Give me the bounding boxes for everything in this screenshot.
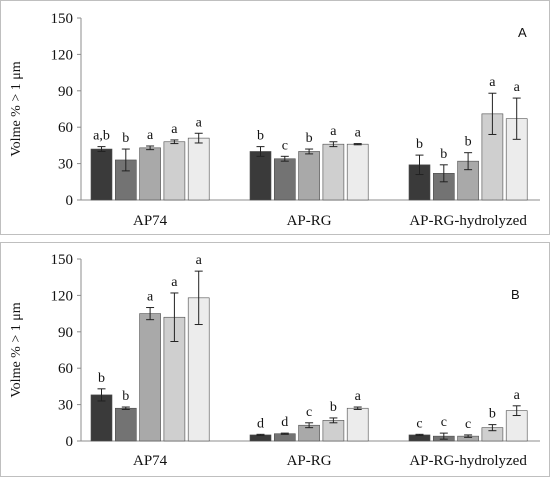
panel-a-y-tick-label: 120 xyxy=(51,47,74,63)
panel-b-label: B xyxy=(511,287,520,302)
panel-b-significance-letter: a xyxy=(171,275,178,290)
panel-b-y-tick-label: 60 xyxy=(58,361,73,377)
panel-a-y-tick-label: 60 xyxy=(58,120,73,136)
panel-a-significance-letter: a xyxy=(171,122,178,137)
panel-a-significance-letter: b xyxy=(257,129,264,144)
panel-a-bar xyxy=(322,143,345,201)
panel-b-y-tick-label: 0 xyxy=(66,434,74,450)
panel-b-significance-letter: c xyxy=(416,416,422,431)
panel-a-bar xyxy=(139,147,161,201)
panel-b-y-tick-label: 90 xyxy=(58,325,73,341)
panel-b-y-axis-label: Volme % > 1 μm xyxy=(9,302,24,397)
panel-a-significance-letter: a xyxy=(196,115,203,130)
panel-b-y-tick-label: 150 xyxy=(51,252,74,268)
panel-a-significance-letter: b xyxy=(465,135,472,150)
panel-b-significance-letter: d xyxy=(281,415,288,430)
panel-b: 0 30 60 90 120 150 Volme % > 1 μm Bb b a a a AP74 d d c… xyxy=(9,252,540,469)
panel-b-bar xyxy=(139,313,161,442)
panel-a-y-tick-label: 0 xyxy=(66,193,74,209)
panel-b-significance-letter: a xyxy=(355,389,362,404)
panel-a-significance-letter: b xyxy=(440,147,447,162)
panel-a-bar xyxy=(346,143,369,201)
panel-b-significance-letter: b xyxy=(330,400,337,415)
panel-a-significance-letter: b xyxy=(306,131,313,146)
panel-a-y-tick-label: 90 xyxy=(58,84,73,100)
panel-a-y-axis-label: Volme % > 1 μm xyxy=(9,61,24,156)
panel-b-y-tick-label: 120 xyxy=(51,288,74,304)
panel-b-bar xyxy=(90,394,113,442)
panel-a-bar xyxy=(273,158,296,201)
panel-a-bar xyxy=(249,151,272,201)
panel-b-bar xyxy=(346,407,369,442)
panel-a-label: A xyxy=(518,25,527,40)
panel-b-category-label: AP74 xyxy=(133,453,168,469)
panel-a: 0 30 60 90 120 150 Volme % > 1 μm Aa,b b a a a AP74 b… xyxy=(9,11,540,229)
panel-a-category-label: AP-RG xyxy=(287,213,332,229)
panel-b-significance-letter: d xyxy=(257,416,264,431)
panel-a-significance-letter: a xyxy=(355,126,362,141)
panel-a-significance-letter: a xyxy=(147,128,154,143)
panel-b-significance-letter: c xyxy=(306,405,312,420)
panel-b-significance-letter: b xyxy=(489,407,496,422)
panel-b-category-label: AP-RG xyxy=(287,453,332,469)
panel-a-bar xyxy=(90,148,113,201)
panel-b-bar xyxy=(115,407,137,442)
panel-b-significance-letter: b xyxy=(122,389,129,404)
panel-a-significance-letter: b xyxy=(416,137,423,152)
panel-a-y-tick-label: 30 xyxy=(58,157,73,173)
panel-b-significance-letter: b xyxy=(98,371,105,386)
panel-a-significance-letter: a,b xyxy=(93,129,110,144)
panel-a-category-label: AP-RG-hydrolyzed xyxy=(409,213,527,229)
panel-b-significance-letter: a xyxy=(514,388,521,403)
panel-b-significance-letter: a xyxy=(196,253,203,268)
panel-a-y-tick-label: 150 xyxy=(51,11,74,27)
panel-a-category-label: AP74 xyxy=(133,213,168,229)
panel-b-category-label: AP-RG-hydrolyzed xyxy=(409,453,527,469)
panel-b-y-tick-label: 30 xyxy=(58,398,73,414)
panel-b-significance-letter: c xyxy=(441,415,447,430)
panel-b-bar xyxy=(322,420,345,442)
panel-b-significance-letter: c xyxy=(465,417,471,432)
panel-b-significance-letter: a xyxy=(147,290,154,305)
panel-a-significance-letter: c xyxy=(282,138,288,153)
panel-a-significance-letter: a xyxy=(514,80,521,95)
panel-a-significance-letter: a xyxy=(330,124,337,139)
panel-a-significance-letter: b xyxy=(122,131,129,146)
panel-a-bar xyxy=(187,137,210,201)
panel-a-bar xyxy=(298,151,320,201)
panel-a-bar xyxy=(163,141,186,201)
panel-a-significance-letter: a xyxy=(489,75,496,90)
